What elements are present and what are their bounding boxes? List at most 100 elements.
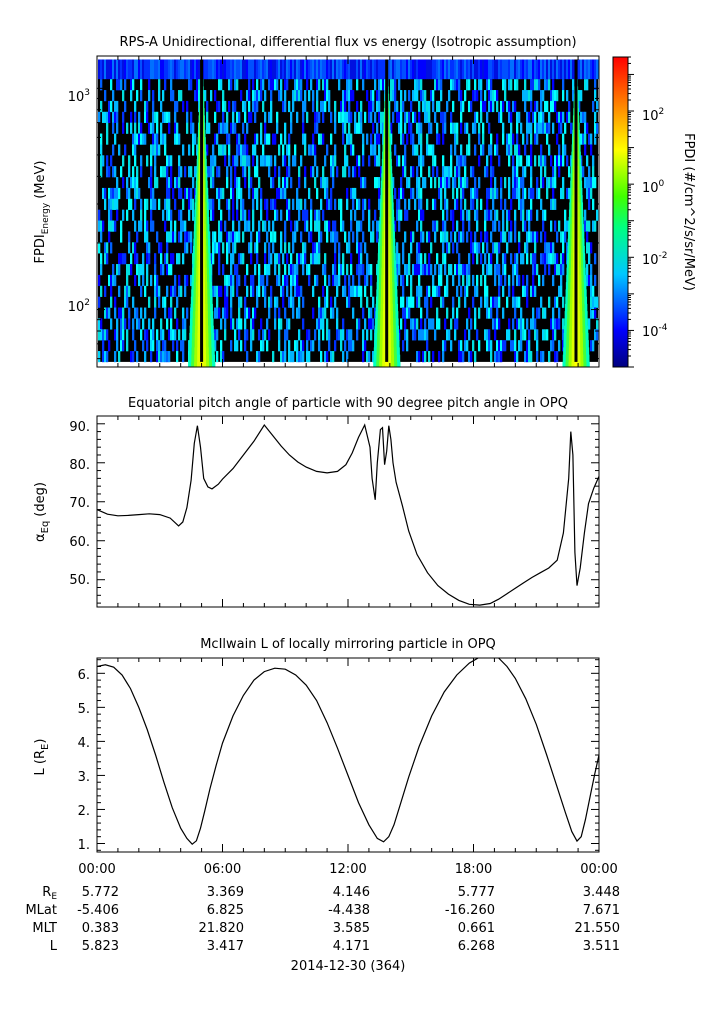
spectrogram-noise-cell [450, 340, 453, 352]
spectrogram-noise-cell [460, 100, 463, 113]
spectrogram-noise-cell [486, 329, 489, 341]
spectrogram-noise-cell [238, 329, 241, 341]
spectrogram-noise-cell [206, 122, 209, 134]
spectrogram-band-2-cell [393, 245, 396, 254]
spectrogram-noise-cell [274, 209, 277, 221]
spectrogram-top-cell [406, 59, 409, 80]
spectrogram-band-1-cell [197, 144, 199, 153]
spectrogram-noise-cell [342, 318, 345, 330]
spectrogram-noise-cell [376, 264, 379, 276]
spectrogram-noise-cell [242, 231, 245, 243]
spectrogram-top-cell [172, 59, 175, 80]
spectrogram-band-3-cell [582, 245, 585, 254]
spectrogram-noise-cell [418, 187, 421, 200]
spectrogram-noise-cell [284, 329, 287, 341]
spectrogram-noise-cell [248, 166, 251, 178]
spectrogram-noise-cell [422, 100, 425, 113]
spectrogram-noise-cell [100, 329, 103, 341]
spectrogram-noise-cell [120, 231, 123, 243]
spectrogram-band-2-cell [394, 361, 398, 367]
spectrogram-noise-cell [588, 274, 591, 287]
spectrogram-noise-cell [536, 177, 539, 189]
spectrogram-noise-cell [342, 166, 345, 178]
spectrogram-noise-cell [302, 100, 305, 113]
spectrogram-noise-cell [148, 90, 151, 102]
spectrogram-band-3-cell [580, 166, 582, 174]
spectrogram-noise-cell [168, 122, 171, 134]
spectrogram-noise-cell [370, 264, 373, 276]
spectrogram-noise-cell [188, 166, 191, 178]
spectrogram-band-3-cell [583, 260, 586, 269]
spectrogram-noise-cell [268, 155, 271, 167]
spectrogram-noise-cell [210, 198, 213, 210]
spectrogram-band-1-cell [195, 282, 199, 290]
spectrogram-noise-cell [488, 329, 491, 341]
spectrogram-noise-cell [486, 187, 489, 200]
spectrogram-noise-cell [104, 187, 107, 200]
spectrogram-noise-cell [290, 296, 293, 308]
ephemeris-value: 5.772 [82, 885, 119, 900]
spectrogram-noise-cell [232, 122, 235, 134]
spectrogram-top-cell [496, 59, 499, 80]
spectrogram-noise-cell [362, 329, 365, 341]
spectrogram-noise-cell [344, 100, 347, 113]
spectrogram-noise-cell [488, 253, 491, 265]
spectrogram-noise-cell [226, 242, 229, 254]
spectrogram-band-1-cell [208, 260, 212, 269]
spectrogram-band-2-cell [388, 354, 392, 363]
spectrogram-noise-cell [566, 242, 569, 254]
spectrogram-noise-cell [442, 122, 445, 134]
spectrogram-noise-cell [376, 133, 379, 145]
spectrogram-noise-cell [334, 220, 337, 232]
spectrogram-noise-cell [554, 100, 557, 113]
spectrogram-noise-cell [248, 220, 251, 232]
spectrogram-noise-cell [272, 133, 275, 145]
spectrogram-band-1-cell [202, 224, 205, 232]
ephemeris-value: 0.383 [82, 921, 119, 936]
spectrogram-noise-cell [490, 264, 493, 276]
spectrogram-band-3-cell [566, 260, 570, 269]
spectrogram-band-2-cell [393, 347, 398, 356]
spectrogram-band-2-cell [387, 195, 390, 203]
spectrogram-noise-cell [122, 111, 125, 123]
spectrogram-noise-cell [226, 274, 229, 287]
spectrogram-band-3-cell [572, 129, 574, 138]
spectrogram-noise-cell [414, 329, 417, 341]
spectrogram-noise-cell [288, 209, 291, 221]
spectrogram-band-1-cell [202, 311, 206, 319]
spectrogram-band-1-cell [198, 274, 201, 283]
spectrogram-band-3-cell [580, 180, 583, 189]
spectrogram-top-cell [232, 59, 235, 80]
spectrogram-noise-cell [218, 242, 221, 254]
spectrogram-noise-cell [424, 329, 427, 341]
spectrogram-noise-cell [480, 231, 483, 243]
spectrogram-top-cell [294, 59, 297, 80]
spectrogram-noise-cell [312, 90, 315, 102]
spectrogram-noise-cell [418, 253, 421, 265]
spectrogram-noise-cell [460, 187, 463, 200]
spectrogram-band-1-cell [204, 151, 206, 160]
spectrogram-noise-cell [522, 177, 525, 189]
spectrogram-noise-cell [544, 155, 547, 167]
spectrogram-noise-cell [532, 307, 535, 319]
spectrogram-noise-cell [296, 79, 299, 91]
spectrogram-noise-cell [148, 177, 151, 189]
spectrogram-noise-cell [236, 318, 239, 330]
spectrogram-top-cell [522, 59, 525, 80]
spectrogram-noise-cell [318, 329, 321, 341]
spectrogram-noise-cell [132, 144, 135, 156]
spectrogram-noise-cell [558, 144, 561, 156]
spectrogram-noise-cell [294, 340, 297, 352]
spectrogram-noise-cell [112, 122, 115, 134]
spectrogram-band-1-cell [195, 195, 197, 203]
spectrogram-noise-cell [164, 133, 167, 145]
spectrogram-noise-cell [542, 307, 545, 319]
spectrogram-top-cell [246, 59, 249, 80]
spectrogram-noise-cell [302, 296, 305, 308]
spectrogram-noise-cell [350, 285, 353, 297]
spectrogram-noise-cell [588, 187, 591, 200]
spectrogram-noise-cell [190, 198, 193, 210]
spectrogram-band-2-cell [393, 332, 397, 341]
spectrogram-noise-cell [590, 144, 593, 156]
spectrogram-noise-cell [592, 296, 595, 308]
